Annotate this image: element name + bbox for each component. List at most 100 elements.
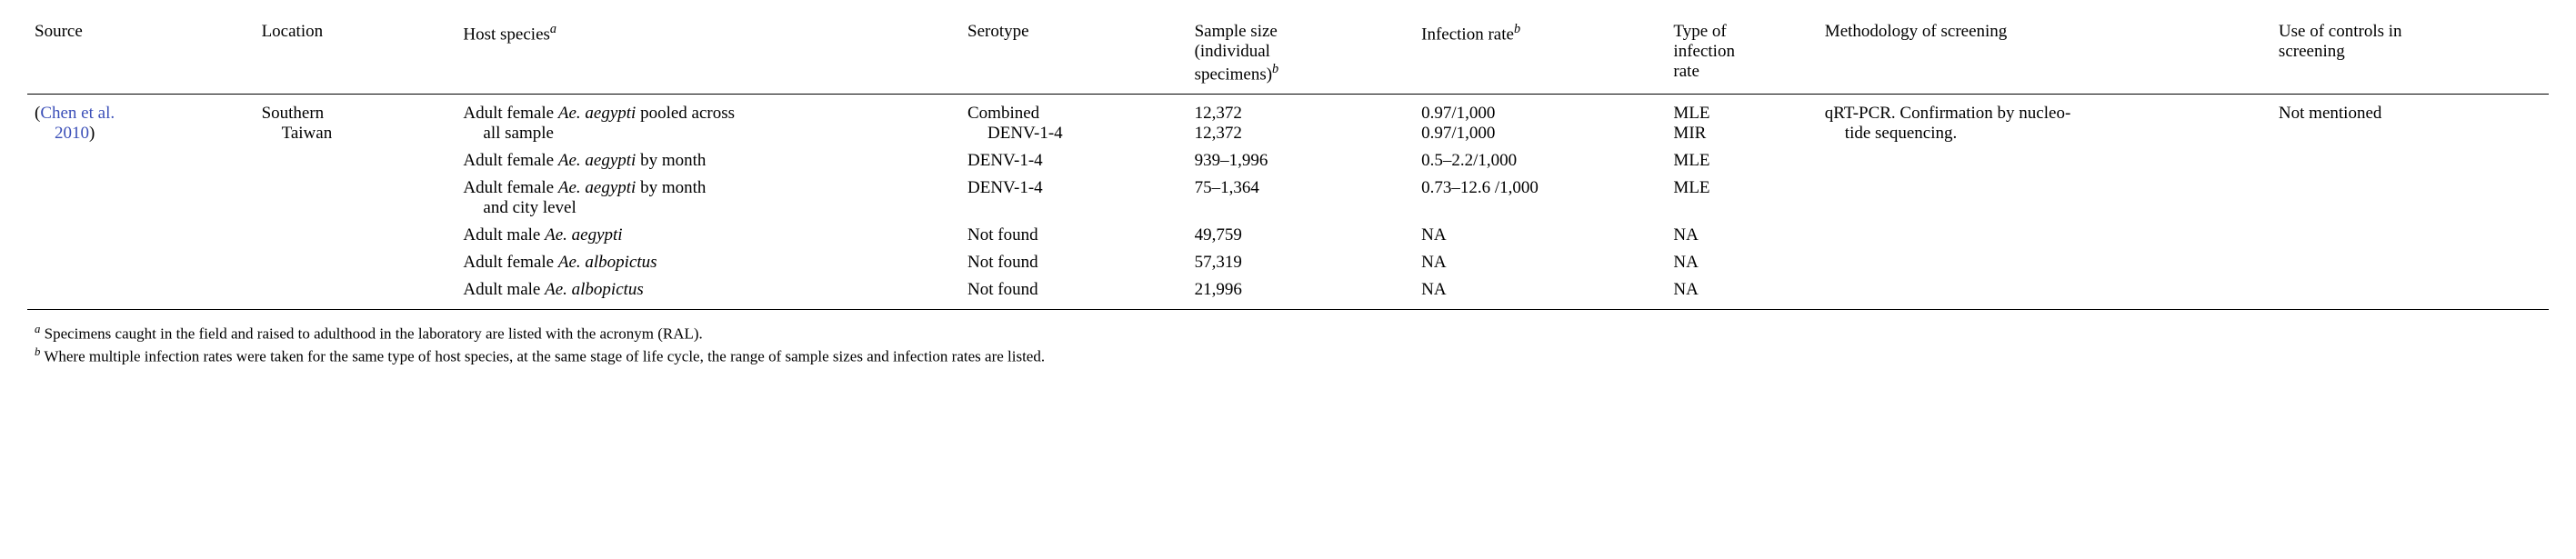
type-l2: MIR xyxy=(1673,124,1706,143)
col-infrate: Infection rateb xyxy=(1414,18,1666,95)
host-pre: Adult male xyxy=(463,280,545,299)
cell-inf: NA xyxy=(1414,249,1666,276)
col-typeinf-l2: infection xyxy=(1673,42,1735,61)
col-source: Source xyxy=(27,18,255,95)
cell-type: NA xyxy=(1666,249,1817,276)
cell-inf: NA xyxy=(1414,276,1666,310)
col-controls-l1: Use of controls in xyxy=(2279,22,2402,41)
cell-type: MLE xyxy=(1666,147,1817,175)
inf-l2: 0.97/1,000 xyxy=(1421,124,1495,143)
samp-l2: 12,372 xyxy=(1195,124,1242,143)
host-species: Ae. aegypti xyxy=(558,104,636,123)
col-infrate-text: Infection rate xyxy=(1421,25,1514,44)
header-row: Source Location Host speciesa Serotype S… xyxy=(27,18,2549,95)
cell-sero: DENV-1-4 xyxy=(960,175,1188,222)
col-host-sup: a xyxy=(550,22,556,36)
cell-inf: 0.73–12.6 /1,000 xyxy=(1414,175,1666,222)
cell-inf: 0.5–2.2/1,000 xyxy=(1414,147,1666,175)
footnote-a: a Specimens caught in the field and rais… xyxy=(27,323,2549,344)
cell-samp: 49,759 xyxy=(1188,222,1415,249)
host-l2: all sample xyxy=(483,124,554,143)
cell-type: NA xyxy=(1666,276,1817,310)
source-citation[interactable]: Chen et al. xyxy=(40,104,115,123)
table-row: Adult female Ae. aegypti by month and ci… xyxy=(27,175,2549,222)
cell-host: Adult female Ae. aegypti by month xyxy=(456,147,960,175)
cell-inf: 0.97/1,000 0.97/1,000 xyxy=(1414,95,1666,148)
footnote-a-text: Specimens caught in the field and raised… xyxy=(40,325,702,343)
cell-samp: 21,996 xyxy=(1188,276,1415,310)
cell-sero: DENV-1-4 xyxy=(960,147,1188,175)
col-sample-l2: (individual xyxy=(1195,42,1270,61)
footnote-b-text: Where multiple infection rates were take… xyxy=(40,348,1045,365)
col-controls: Use of controls in screening xyxy=(2271,18,2549,95)
footnotes: a Specimens caught in the field and rais… xyxy=(27,323,2549,365)
host-pre: Adult female xyxy=(463,151,557,170)
host-species: Ae. albopictus xyxy=(558,253,657,272)
col-sample-sup: b xyxy=(1272,62,1278,76)
host-pre: Adult male xyxy=(463,225,545,245)
col-location: Location xyxy=(255,18,456,95)
cell-location: Southern Taiwan xyxy=(255,95,456,148)
col-host-text: Host species xyxy=(463,25,550,44)
host-l2: and city level xyxy=(483,198,576,217)
cell-sero: Combined DENV-1-4 xyxy=(960,95,1188,148)
cell-samp: 939–1,996 xyxy=(1188,147,1415,175)
cell-type: MLE MIR xyxy=(1666,95,1817,148)
meth-l1: qRT-PCR. Confirmation by nucleo- xyxy=(1825,104,2070,123)
sero-l1: Combined xyxy=(967,104,1039,123)
cell-ctrl: Not mentioned xyxy=(2271,95,2549,148)
cell-source: (Chen et al. 2010) xyxy=(27,95,255,148)
col-serotype: Serotype xyxy=(960,18,1188,95)
cell-sero: Not found xyxy=(960,249,1188,276)
cell-meth: qRT-PCR. Confirmation by nucleo- tide se… xyxy=(1818,95,2271,148)
host-species: Ae. aegypti xyxy=(558,178,636,197)
col-sample-l1: Sample size xyxy=(1195,22,1278,41)
cell-sero: Not found xyxy=(960,276,1188,310)
col-infrate-sup: b xyxy=(1514,22,1520,36)
cell-samp: 57,319 xyxy=(1188,249,1415,276)
cell-type: MLE xyxy=(1666,175,1817,222)
inf-l1: 0.97/1,000 xyxy=(1421,104,1495,123)
col-typeinf-l3: rate xyxy=(1673,62,1699,81)
host-pre: Adult female xyxy=(463,178,557,197)
host-post: pooled across xyxy=(636,104,735,123)
host-pre: Adult female xyxy=(463,253,557,272)
type-l1: MLE xyxy=(1673,104,1709,123)
col-typeinf-l1: Type of xyxy=(1673,22,1726,41)
col-sample-l3: specimens) xyxy=(1195,65,1272,84)
cell-samp: 75–1,364 xyxy=(1188,175,1415,222)
sero-l2: DENV-1-4 xyxy=(987,124,1063,143)
table-row: Adult female Ae. albopictus Not found 57… xyxy=(27,249,2549,276)
col-method: Methodology of screening xyxy=(1818,18,2271,95)
samp-l1: 12,372 xyxy=(1195,104,1242,123)
footnote-b: b Where multiple infection rates were ta… xyxy=(27,345,2549,366)
col-typeinf: Type of infection rate xyxy=(1666,18,1817,95)
cell-host: Adult female Ae. aegypti pooled across a… xyxy=(456,95,960,148)
source-paren-close: ) xyxy=(89,124,95,143)
col-sample: Sample size (individual specimens)b xyxy=(1188,18,1415,95)
host-species: Ae. albopictus xyxy=(545,280,644,299)
host-species: Ae. aegypti xyxy=(558,151,636,170)
data-table: Source Location Host speciesa Serotype S… xyxy=(27,18,2549,310)
host-post: by month xyxy=(636,151,706,170)
cell-host: Adult male Ae. albopictus xyxy=(456,276,960,310)
cell-samp: 12,372 12,372 xyxy=(1188,95,1415,148)
table-row: Adult female Ae. aegypti by month DENV-1… xyxy=(27,147,2549,175)
table-row: Adult male Ae. aegypti Not found 49,759 … xyxy=(27,222,2549,249)
meth-l2: tide sequencing. xyxy=(1845,124,1957,143)
table-row: (Chen et al. 2010) Southern Taiwan Adult… xyxy=(27,95,2549,148)
host-pre: Adult female xyxy=(463,104,557,123)
table-row: Adult male Ae. albopictus Not found 21,9… xyxy=(27,276,2549,310)
cell-host: Adult male Ae. aegypti xyxy=(456,222,960,249)
host-species: Ae. aegypti xyxy=(545,225,622,245)
col-host: Host speciesa xyxy=(456,18,960,95)
cell-host: Adult female Ae. aegypti by month and ci… xyxy=(456,175,960,222)
source-citation-year[interactable]: 2010 xyxy=(55,124,89,143)
host-post: by month xyxy=(636,178,706,197)
cell-sero: Not found xyxy=(960,222,1188,249)
cell-inf: NA xyxy=(1414,222,1666,249)
cell-host: Adult female Ae. albopictus xyxy=(456,249,960,276)
loc-l2: Taiwan xyxy=(282,124,333,143)
col-controls-l2: screening xyxy=(2279,42,2345,61)
cell-type: NA xyxy=(1666,222,1817,249)
